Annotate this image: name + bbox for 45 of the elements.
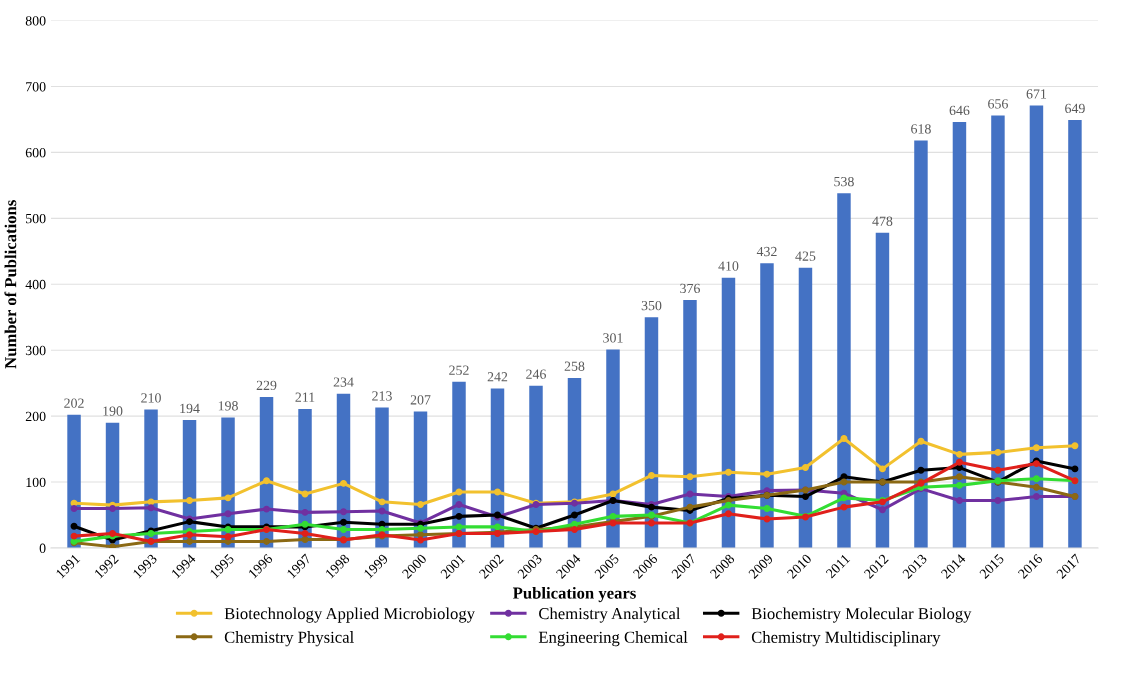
y-tick-label: 700 — [26, 82, 46, 92]
data-label: 376 — [680, 283, 700, 294]
data-label: 432 — [756, 246, 777, 257]
legend-label: Biochemistry Molecular Biology — [751, 607, 972, 623]
data-label: 252 — [449, 365, 469, 375]
y-tick-label: 300 — [25, 345, 46, 356]
data-label: 202 — [64, 398, 84, 408]
data-label: 258 — [564, 361, 585, 371]
x-tick-label: 2011 — [825, 553, 851, 579]
legend-label: Biotechnology Applied Microbiology — [224, 607, 475, 623]
data-label: 190 — [103, 406, 123, 416]
data-label: 246 — [526, 369, 546, 379]
y-tick-label: 500 — [26, 213, 46, 224]
y-tick-label: 0 — [39, 543, 46, 553]
data-label: 671 — [1026, 89, 1047, 99]
data-label: 538 — [834, 176, 854, 187]
y-tick-label: 600 — [25, 148, 46, 158]
y-tick-label: 200 — [25, 411, 46, 422]
data-label: 198 — [218, 401, 238, 411]
data-label: 410 — [718, 261, 739, 271]
data-label: 207 — [410, 395, 431, 405]
data-label: 646 — [949, 105, 970, 116]
data-label: 234 — [333, 377, 354, 387]
y-tick-label: 800 — [25, 16, 46, 26]
data-label: 242 — [487, 372, 508, 382]
legend-label: Engineering Chemical — [538, 631, 688, 647]
y-axis-title: Number of Publications — [4, 200, 17, 369]
data-label: 649 — [1065, 103, 1085, 114]
data-label: 656 — [988, 99, 1008, 109]
legend-label: Chemistry Physical — [224, 631, 354, 647]
legend-label: Chemistry Analytical — [539, 607, 681, 623]
data-label: 350 — [641, 300, 662, 311]
y-tick-label: 100 — [26, 477, 46, 488]
x-axis-title: Publication years — [512, 586, 636, 603]
data-label: 213 — [372, 391, 392, 401]
data-label: 478 — [872, 216, 893, 226]
data-label: 301 — [603, 333, 623, 343]
data-label: 618 — [911, 124, 931, 134]
data-label: 425 — [795, 251, 816, 261]
data-label: 211 — [295, 392, 315, 402]
data-label: 210 — [141, 393, 161, 403]
data-label: 229 — [256, 380, 277, 391]
y-tick-label: 400 — [25, 279, 46, 290]
data-label: 194 — [180, 403, 200, 414]
legend-label: Chemistry Multidisciplinary — [751, 631, 941, 647]
